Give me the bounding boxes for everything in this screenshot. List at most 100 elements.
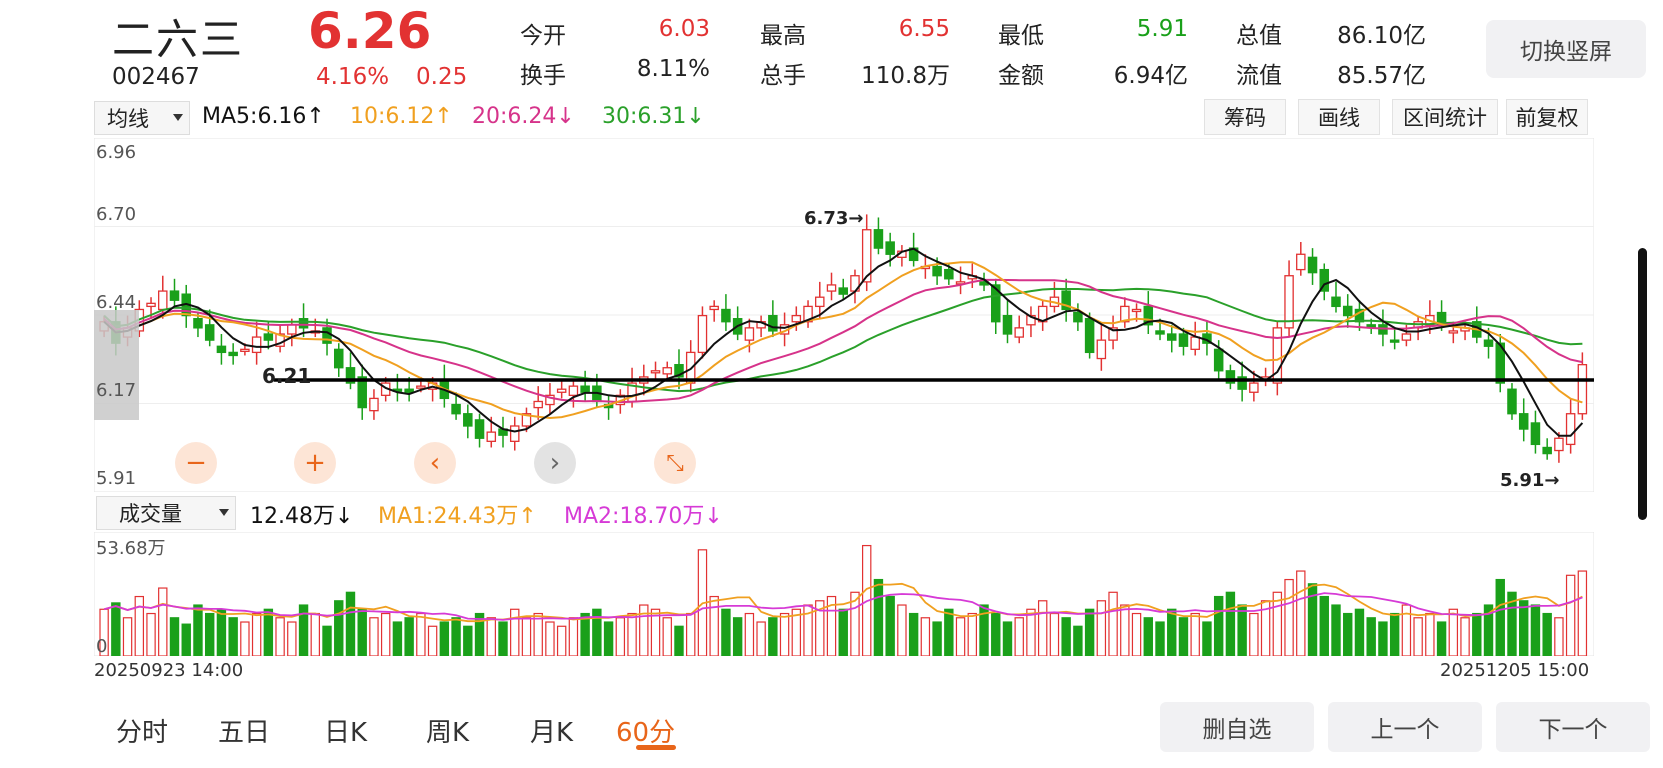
minus-icon: − (185, 448, 207, 478)
volume-bar (1225, 591, 1236, 656)
volume-bar (744, 612, 755, 656)
chips-button[interactable]: 筹码 (1204, 99, 1286, 135)
vol-ma1-value: MA1:24.43万↑ (378, 504, 537, 529)
volume-bar (686, 612, 696, 656)
candle-body (474, 419, 485, 439)
volume-bar (1307, 583, 1318, 656)
stat-label: 总手 (760, 63, 806, 89)
volume-bar (944, 608, 954, 656)
volume-bar (603, 621, 614, 656)
volume-bar (533, 612, 543, 656)
candle-body (486, 431, 497, 442)
volume-bar (850, 591, 860, 656)
stat-label: 最高 (760, 23, 806, 49)
volume-bar (158, 587, 168, 656)
volume-bar (439, 621, 450, 656)
stat-value: 6.94亿 (1113, 63, 1188, 89)
volume-bar (732, 617, 743, 656)
price-chart[interactable] (94, 138, 1594, 492)
volume-bar (216, 608, 227, 656)
candle-body (885, 241, 895, 255)
volume-selector[interactable]: 成交量 (96, 496, 236, 530)
zoom-in-button[interactable]: + (294, 442, 336, 484)
volume-bar (1343, 612, 1353, 656)
date-start: 20250923 14:00 (94, 660, 244, 681)
candle-body (568, 385, 579, 396)
range-stats-button[interactable]: 区间统计 (1392, 99, 1498, 135)
candle-body (744, 327, 755, 341)
volume-bar (1061, 617, 1071, 656)
volume-bar (1577, 570, 1588, 656)
ma30-line (103, 287, 1583, 393)
zoom-out-button[interactable]: − (175, 442, 217, 484)
tab-monthly-k[interactable]: 月K (530, 718, 574, 748)
candle-body (1448, 330, 1459, 334)
volume-bar (1096, 600, 1107, 656)
scroll-left-button[interactable]: ‹ (414, 442, 456, 484)
volume-bar (1120, 604, 1130, 656)
candle-body (1143, 305, 1154, 326)
tab-five-day[interactable]: 五日 (218, 718, 271, 748)
candle-body (991, 284, 1001, 323)
candle-body (533, 400, 543, 409)
volume-bar (873, 578, 884, 656)
volume-bar (486, 617, 496, 656)
candle-body (674, 364, 684, 378)
volume-chart[interactable] (94, 532, 1594, 656)
collapse-button[interactable]: ⤡ (654, 442, 696, 484)
stat-value: 8.11% (636, 56, 710, 82)
candle-body (1565, 413, 1576, 446)
volume-bar (1167, 608, 1177, 656)
volume-bar (991, 612, 1001, 656)
previous-button[interactable]: 上一个 (1328, 702, 1482, 752)
volume-bar (639, 604, 649, 656)
candle-body (333, 348, 344, 369)
volume-bar (955, 617, 966, 656)
scroll-right-button[interactable]: › (534, 442, 576, 484)
volume-bar (1272, 591, 1283, 656)
portrait-toggle-button[interactable]: 切换竖屏 (1486, 20, 1646, 78)
volume-bar (920, 617, 931, 656)
draw-line-button[interactable]: 画线 (1298, 99, 1380, 135)
candle-body (404, 388, 414, 393)
next-button[interactable]: 下一个 (1496, 702, 1650, 752)
volume-bar (451, 617, 461, 656)
volume-bar (967, 612, 978, 656)
tab-daily-k[interactable]: 日K (324, 718, 368, 748)
stat-label: 流值 (1236, 63, 1282, 89)
volume-bar (251, 612, 262, 656)
candle-body (721, 308, 731, 323)
tab-60min[interactable]: 60分 (616, 718, 676, 748)
tab-weekly-k[interactable]: 周K (426, 718, 470, 748)
candle-body (1225, 370, 1236, 384)
candle-body (228, 351, 238, 357)
volume-bar (1284, 578, 1294, 656)
volume-bar (1155, 621, 1165, 656)
candle-body (709, 305, 719, 311)
ma30-value: 30:6.31↓ (602, 104, 705, 129)
volume-bar (228, 617, 238, 656)
ma-selector[interactable]: 均线 (94, 101, 190, 135)
candle-body (1319, 268, 1330, 292)
high-annotation: 6.73→ (804, 208, 864, 229)
volume-bar (1202, 621, 1212, 656)
volume-bar (1237, 604, 1247, 656)
chevron-right-icon: › (549, 448, 561, 478)
volume-bar (1331, 604, 1341, 656)
candle-body (193, 318, 203, 329)
scrollbar[interactable] (1638, 248, 1647, 520)
volume-bar (1378, 621, 1388, 656)
candle-body (650, 370, 661, 374)
adjust-button[interactable]: 前复权 (1506, 99, 1588, 135)
remove-watchlist-button[interactable]: 删自选 (1160, 702, 1314, 752)
volume-bar (380, 612, 391, 656)
plus-icon: + (304, 448, 326, 478)
volume-bar (932, 621, 942, 656)
candle-body (1483, 339, 1494, 347)
volume-bar (392, 621, 403, 656)
candle-body (815, 296, 825, 308)
tab-minute[interactable]: 分时 (116, 718, 169, 748)
stock-name: 二六三 (112, 15, 245, 64)
candle-body (240, 348, 250, 352)
candle-body (216, 345, 227, 354)
